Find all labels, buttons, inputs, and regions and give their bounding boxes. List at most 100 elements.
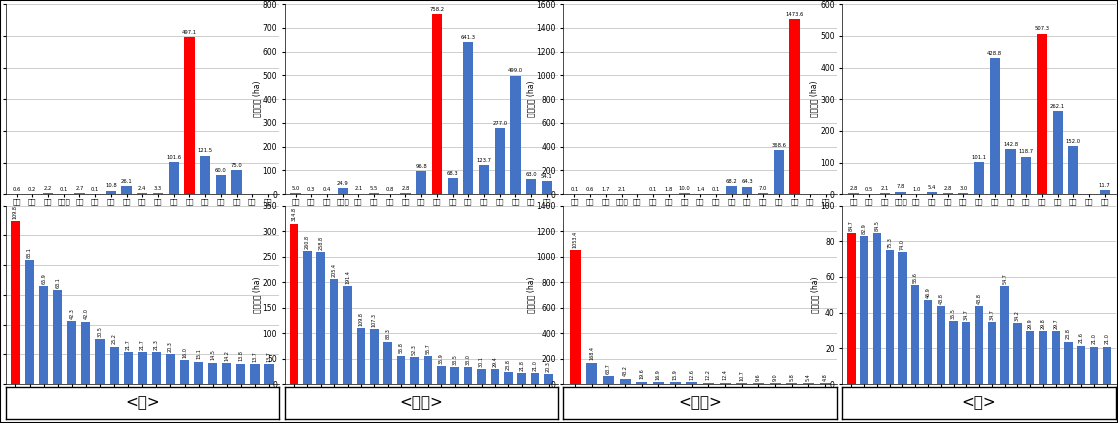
Text: 260.8: 260.8 xyxy=(305,235,310,249)
Text: 7.0: 7.0 xyxy=(759,186,767,191)
Text: 0.8: 0.8 xyxy=(386,187,394,192)
Bar xyxy=(416,171,426,194)
Bar xyxy=(504,372,513,384)
Text: 0.1: 0.1 xyxy=(91,187,100,192)
Text: <수수>: <수수> xyxy=(399,396,443,411)
Text: 35.9: 35.9 xyxy=(438,353,444,364)
Text: 21.0: 21.0 xyxy=(1091,334,1097,344)
Text: 33.0: 33.0 xyxy=(465,354,471,365)
Bar xyxy=(510,76,521,194)
Text: 24.9: 24.9 xyxy=(337,181,349,186)
Bar xyxy=(383,342,392,384)
Bar xyxy=(400,193,410,194)
Bar xyxy=(138,193,148,194)
Text: 9.0: 9.0 xyxy=(773,373,778,381)
Bar xyxy=(74,193,85,194)
Bar xyxy=(208,363,217,384)
Bar xyxy=(451,367,459,384)
Bar xyxy=(885,250,893,384)
Text: 21.7: 21.7 xyxy=(140,339,144,350)
Bar xyxy=(424,356,433,384)
Text: 34.2: 34.2 xyxy=(1015,310,1020,321)
Text: 96.8: 96.8 xyxy=(415,164,427,169)
Bar xyxy=(758,193,768,194)
Bar xyxy=(636,382,647,384)
Text: 21.0: 21.0 xyxy=(1105,334,1109,344)
Text: 0.5: 0.5 xyxy=(865,187,873,192)
Bar xyxy=(369,193,379,194)
Bar xyxy=(880,193,890,194)
Bar xyxy=(849,193,859,194)
Bar xyxy=(742,187,752,194)
Text: 30.1: 30.1 xyxy=(479,356,484,367)
Bar xyxy=(963,322,970,384)
Text: 205.4: 205.4 xyxy=(332,263,337,277)
Bar xyxy=(873,233,881,384)
Text: 2.7: 2.7 xyxy=(75,186,84,191)
Text: 10.0: 10.0 xyxy=(679,186,690,191)
Text: 68.2: 68.2 xyxy=(726,179,738,184)
Y-axis label: 재배면적 (ha): 재배면적 (ha) xyxy=(527,81,536,118)
Bar xyxy=(1090,346,1098,384)
Bar xyxy=(518,373,527,384)
Text: 33.5: 33.5 xyxy=(452,354,457,365)
Bar xyxy=(619,379,631,384)
Bar xyxy=(774,151,784,194)
Text: 55.6: 55.6 xyxy=(912,272,918,283)
Bar xyxy=(343,286,352,384)
Text: 142.8: 142.8 xyxy=(1003,142,1018,147)
Bar xyxy=(82,321,91,384)
Text: 54.1: 54.1 xyxy=(541,174,552,179)
Text: 3.3: 3.3 xyxy=(154,186,162,191)
Bar xyxy=(927,192,937,194)
Y-axis label: 재배면적 (ha): 재배면적 (ha) xyxy=(809,81,818,118)
Text: 2.1: 2.1 xyxy=(617,187,626,192)
Bar xyxy=(1013,323,1022,384)
Text: 121.5: 121.5 xyxy=(198,148,212,154)
Text: 2.8: 2.8 xyxy=(401,186,409,191)
Text: 2.4: 2.4 xyxy=(139,186,146,191)
Bar xyxy=(789,19,799,194)
Bar xyxy=(138,352,146,384)
Text: <조>: <조> xyxy=(125,396,160,411)
Bar xyxy=(989,58,999,194)
Bar xyxy=(949,321,958,384)
Text: 29.4: 29.4 xyxy=(492,356,498,367)
Bar xyxy=(1102,346,1111,384)
Text: 83.3: 83.3 xyxy=(386,329,390,339)
Text: 23.8: 23.8 xyxy=(505,359,511,370)
Bar xyxy=(479,165,490,194)
Bar xyxy=(250,364,259,384)
Bar xyxy=(586,363,597,384)
Text: <기장>: <기장> xyxy=(679,396,722,411)
Bar xyxy=(124,352,133,384)
Bar xyxy=(942,193,953,194)
Text: 2.1: 2.1 xyxy=(354,187,362,191)
Bar xyxy=(477,369,486,384)
Text: 30.5: 30.5 xyxy=(97,326,103,337)
Text: 10.8: 10.8 xyxy=(105,184,116,189)
Bar xyxy=(1077,346,1086,384)
Text: 0.1: 0.1 xyxy=(648,187,657,192)
Text: 109.8: 109.8 xyxy=(13,205,18,219)
Bar xyxy=(937,306,945,384)
Text: 75.3: 75.3 xyxy=(888,236,892,247)
Text: 21.0: 21.0 xyxy=(532,360,538,371)
Text: 152.0: 152.0 xyxy=(1065,139,1081,144)
Bar xyxy=(432,14,442,194)
Text: 55.8: 55.8 xyxy=(399,343,404,354)
Text: 52.3: 52.3 xyxy=(413,344,417,355)
Text: 5.8: 5.8 xyxy=(789,374,794,381)
Bar xyxy=(670,382,681,384)
Bar xyxy=(987,322,996,384)
Text: 54.7: 54.7 xyxy=(1002,273,1007,284)
Bar xyxy=(25,261,35,384)
Text: 12.4: 12.4 xyxy=(722,369,728,380)
Text: 1.4: 1.4 xyxy=(697,187,704,192)
Bar xyxy=(720,382,730,384)
Bar xyxy=(703,382,714,384)
Text: 118.7: 118.7 xyxy=(1018,149,1034,154)
Bar xyxy=(290,223,299,384)
Text: 43.8: 43.8 xyxy=(977,293,982,304)
Bar xyxy=(1021,157,1031,194)
